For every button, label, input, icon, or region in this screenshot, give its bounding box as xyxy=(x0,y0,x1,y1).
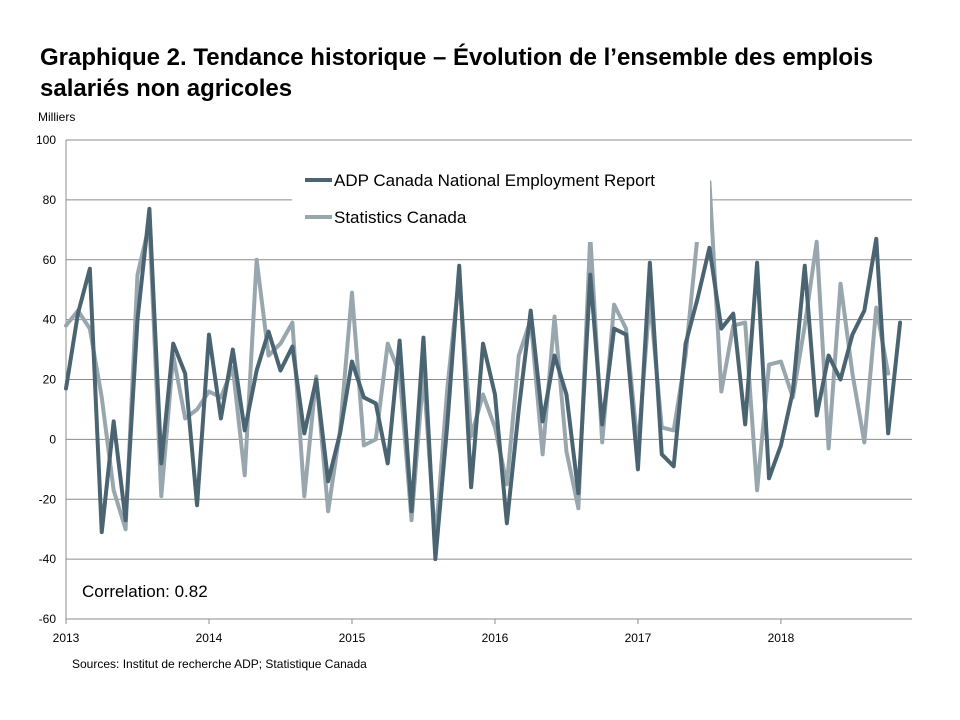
gridlines xyxy=(66,139,912,620)
legend-label: ADP Canada National Employment Report xyxy=(334,171,655,190)
legend: ADP Canada National Employment Report Sta… xyxy=(305,171,655,227)
chart-title: Graphique 2. Tendance historique – Évolu… xyxy=(40,44,874,102)
x-tick-label: 2014 xyxy=(196,631,223,645)
x-tick-label: 2016 xyxy=(482,631,509,645)
y-tick-label: -40 xyxy=(39,552,57,566)
y-tick-label: 100 xyxy=(36,133,56,147)
series-line-0 xyxy=(64,206,903,562)
y-tick-label: 0 xyxy=(49,432,56,446)
y-tick-label: 60 xyxy=(43,253,57,267)
x-tick-label: 2015 xyxy=(339,631,366,645)
y-tick-label: 80 xyxy=(43,193,57,207)
y-tick-label: -20 xyxy=(39,492,57,506)
correlation-annotation: Correlation: 0.82 xyxy=(82,582,208,601)
legend-background xyxy=(292,160,710,242)
y-tick-label: -60 xyxy=(39,612,57,626)
y-axis-unit-label: Milliers xyxy=(38,110,76,124)
source-note: Sources: Institut de recherche ADP; Stat… xyxy=(72,657,367,671)
series-lines xyxy=(64,179,903,562)
x-tick-label: 2017 xyxy=(625,631,652,645)
annotation-background xyxy=(74,574,234,608)
x-tick-label: 2013 xyxy=(53,631,80,645)
y-tick-label: 20 xyxy=(43,373,57,387)
legend-label: Statistics Canada xyxy=(334,208,467,227)
x-tick-label: 2018 xyxy=(768,631,795,645)
y-tick-label: 40 xyxy=(43,313,57,327)
axes: -60 -40 -20 0 20 40 60 80 100 2013 2014 2015 2016 201… xyxy=(36,133,795,645)
